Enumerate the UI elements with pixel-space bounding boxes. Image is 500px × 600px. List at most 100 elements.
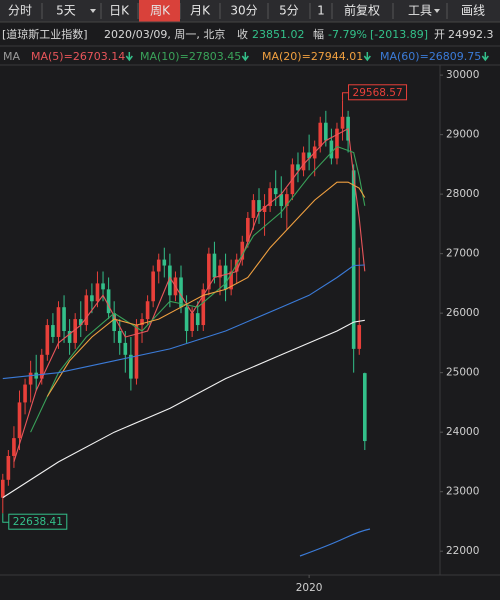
candle-body [218,265,222,278]
change-abs: [-2013.89] [370,28,428,41]
candle-body [251,200,256,218]
y-tick-label: 30000 [446,69,479,81]
y-tick-label: 28000 [446,188,479,200]
index-name: [道琼斯工业指数] [2,27,88,41]
tab[interactable]: 分时 [8,4,32,18]
candle-body [168,265,172,296]
candle-body [207,253,211,290]
candle-body [45,325,50,355]
candle-body [223,265,228,290]
candle-body [151,271,155,302]
lower-indicator [299,528,371,557]
tab[interactable]: 工具 [408,4,432,18]
candle-body [51,325,55,337]
legend-entry: MA(60)=26809.75 [380,50,481,63]
candle-body [73,319,77,343]
candle-body [84,295,89,326]
candle-body [246,217,250,242]
candle-body [190,313,194,332]
min-label: 22638.41 [13,516,63,528]
y-tick-label: 25000 [446,367,479,379]
tab[interactable]: 日K [109,4,130,18]
candle-body [39,354,44,379]
tab[interactable]: 30分 [230,4,257,18]
max-box [348,84,408,101]
candle-body [307,152,311,159]
legend: MA(5)=26703.14 MA(10)=27803.45 MA(20)=2794… [31,50,489,63]
candle-body [229,271,233,290]
candle-body [340,116,345,129]
candle-body [17,402,22,439]
candle-body [301,152,306,171]
candle-body [62,307,66,332]
candle-body [12,438,16,456]
candle-body [329,140,334,159]
min-pointer [2,513,9,523]
candle-body [212,253,217,278]
candle-body [162,259,167,266]
open-label: 开 [434,28,445,41]
candle-body [240,241,245,260]
tab[interactable]: 画线 [461,4,485,18]
candle-body [179,277,183,308]
candle-body [335,128,339,159]
trend-arrow [363,52,371,62]
y-tick-label: 26000 [446,307,479,319]
candle-body [95,283,100,302]
ma-line [46,181,366,397]
candle-body [67,331,72,343]
tab[interactable]: 5天 [56,4,76,18]
candle-body [257,200,261,212]
y-tick-label: 22000 [446,545,479,557]
candle-body [123,342,128,355]
change-pct: -7.79% [328,28,367,41]
candle-body [78,319,83,326]
trend-arrow [125,52,133,62]
candle-body [234,259,239,272]
candle-body [117,331,122,343]
trend-arrow [481,52,489,62]
candle-body [106,289,111,314]
max-pointer [342,92,349,101]
dropdown-arrow [90,9,96,13]
candle-body [201,289,206,326]
candle-body [6,455,11,480]
y-tick-label: 23000 [446,486,479,498]
candle-body [23,384,27,403]
candle-body [195,313,200,326]
candle-body [112,313,116,332]
plot-area: 22000 23000 24000 25000 26000 27000 28000 29000… [0,69,479,594]
candle-body [351,170,356,349]
candle-body [101,283,105,290]
info-row: [道琼斯工业指数] 2020/03/09, 周一, 北京 收 23851.02 … [2,27,494,41]
candle-body [129,354,133,379]
candle-body [184,307,189,332]
y-tick-label: 29000 [446,129,479,141]
candle-body [324,122,328,141]
tab[interactable]: 周K [150,4,171,18]
ma-line [13,127,366,463]
candle-body [262,206,267,212]
candle-body [28,372,33,385]
candle-body [279,194,284,207]
ma-line [2,319,365,499]
legend-entry: MA(5)=26703.14 [31,50,125,63]
x-tick-label: 2020 [296,582,323,594]
tab[interactable]: 月K [190,4,211,18]
candle-body [268,188,272,207]
max-label: 29568.57 [353,87,403,99]
change-label: 幅 [313,28,324,41]
date: 2020/03/09, 周一, 北京 [104,27,225,41]
candle-body [34,372,39,379]
ma-label: MA [3,50,20,63]
tab[interactable]: 1 [317,4,325,18]
close-value: 23851.02 [252,28,305,41]
tab[interactable]: 5分 [279,4,299,18]
candle-body [134,325,139,379]
ma-line [2,264,365,380]
min-box [8,513,68,530]
tab[interactable]: 前复权 [344,3,380,18]
y-tick-label: 24000 [446,426,479,438]
dropdown-arrow [434,9,440,13]
